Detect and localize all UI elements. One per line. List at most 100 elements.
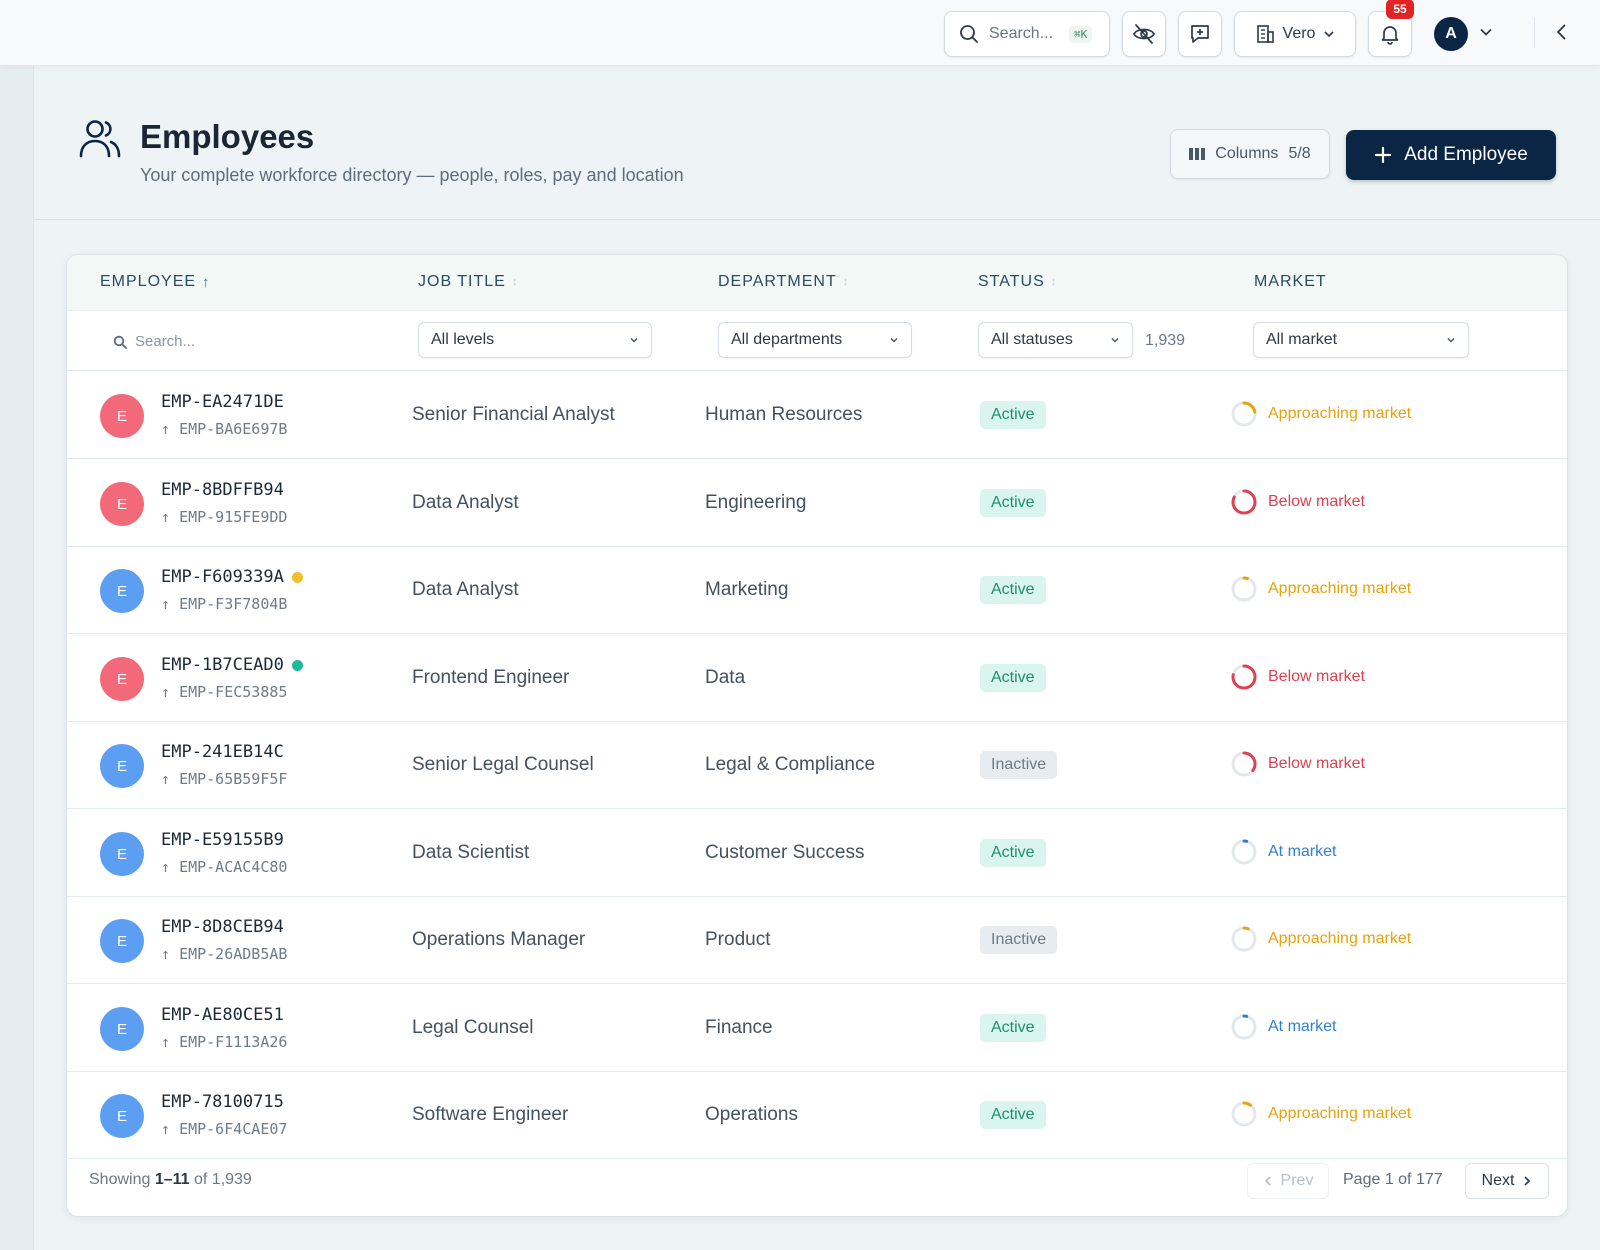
manager-id: ↑ EMP-65B59F5F <box>161 770 287 788</box>
job-title-cell: Senior Financial Analyst <box>412 404 615 425</box>
employee-id[interactable]: EMP-241EB14C <box>161 742 284 762</box>
manager-id: ↑ EMP-6F4CAE07 <box>161 1120 287 1138</box>
employee-id[interactable]: EMP-E59155B9 <box>161 830 284 850</box>
employee-id[interactable]: EMP-1B7CEAD0 <box>161 655 303 675</box>
arrow-up-icon: ↑ <box>161 508 180 526</box>
header-divider <box>34 219 1600 220</box>
column-header-status[interactable]: STATUS ↕ <box>978 273 1057 291</box>
employee-id[interactable]: EMP-F609339A <box>161 567 303 587</box>
market-label: Approaching market <box>1268 580 1412 597</box>
status-badge: Active <box>980 1014 1046 1042</box>
manager-id-text: EMP-6F4CAE07 <box>179 1120 288 1138</box>
hide-sensitive-button[interactable] <box>1122 11 1166 57</box>
employee-id-text: EMP-EA2471DE <box>161 392 284 412</box>
columns-count: 5/8 <box>1288 145 1311 162</box>
showing-prefix: Showing <box>89 1171 151 1188</box>
employee-id[interactable]: EMP-EA2471DE <box>161 392 284 412</box>
market-indicator: Below market <box>1230 663 1365 691</box>
manager-id-text: EMP-F1113A26 <box>179 1033 288 1051</box>
page-title: Employees <box>140 118 315 155</box>
department-cell: Marketing <box>705 579 789 600</box>
status-badge: Inactive <box>980 751 1058 779</box>
table-row[interactable]: E EMP-8BDFFB94 ↑ EMP-915FE9DD Data Analyst E… <box>67 460 1567 547</box>
employee-id[interactable]: EMP-AE80CE51 <box>161 1005 284 1025</box>
column-header-employee[interactable]: EMPLOYEE ↑ <box>100 273 211 291</box>
filter-row: Search... All levels All departments All… <box>67 311 1567 371</box>
employee-id[interactable]: EMP-8BDFFB94 <box>161 480 284 500</box>
chevron-down-icon <box>1111 337 1119 343</box>
manager-id-text: EMP-ACAC4C80 <box>179 858 288 876</box>
feedback-button[interactable] <box>1178 11 1222 57</box>
global-search-placeholder: Search... <box>989 25 1054 42</box>
employee-avatar: E <box>100 1094 144 1138</box>
prev-page-button[interactable]: Prev <box>1247 1163 1329 1199</box>
columns-button[interactable]: Columns 5/8 <box>1170 129 1330 179</box>
market-indicator: Below market <box>1230 750 1365 778</box>
department-filter-value: All departments <box>731 331 843 348</box>
table-row[interactable]: E EMP-F609339A ↑ EMP-F3F7804B Data Analyst M… <box>67 547 1567 634</box>
market-label: Below market <box>1268 755 1365 772</box>
org-name: Vero <box>1282 25 1316 42</box>
market-label: Below market <box>1268 668 1365 685</box>
global-search-button[interactable]: Search... ⌘K <box>944 11 1110 57</box>
page-indicator: Page 1 of 177 <box>1343 1171 1443 1188</box>
employee-id[interactable]: EMP-8D8CEB94 <box>161 917 284 937</box>
next-page-button[interactable]: Next <box>1465 1163 1549 1199</box>
employee-search-input[interactable]: Search... <box>113 333 195 350</box>
department-cell: Finance <box>705 1017 773 1038</box>
sort-icon: ↕ <box>1050 276 1058 288</box>
user-menu-chevron-icon[interactable] <box>1478 24 1494 40</box>
user-avatar[interactable]: A <box>1434 17 1468 51</box>
columns-label: Columns <box>1215 145 1279 162</box>
manager-id-text: EMP-26ADB5AB <box>179 945 288 963</box>
collapse-panel-icon[interactable] <box>1552 22 1572 42</box>
market-progress-ring-icon <box>1231 926 1257 952</box>
table-row[interactable]: E EMP-EA2471DE ↑ EMP-BA6E697B Senior Financ… <box>67 372 1567 459</box>
market-label: At market <box>1268 1018 1337 1035</box>
org-switcher[interactable]: Vero <box>1234 11 1356 57</box>
manager-id-text: EMP-915FE9DD <box>179 508 288 526</box>
market-indicator: Approaching market <box>1230 400 1411 428</box>
employee-avatar: E <box>100 832 144 876</box>
market-label: Approaching market <box>1268 1105 1412 1122</box>
prev-page-label: Prev <box>1280 1172 1314 1189</box>
market-filter-select[interactable]: All market <box>1253 322 1469 358</box>
employee-id-text: EMP-F609339A <box>161 567 284 587</box>
employee-id-text: EMP-E59155B9 <box>161 830 284 850</box>
employee-avatar: E <box>100 919 144 963</box>
status-badge: Inactive <box>980 926 1058 954</box>
add-employee-button[interactable]: Add Employee <box>1346 130 1556 180</box>
eye-off-icon <box>1133 24 1155 44</box>
department-cell: Legal & Compliance <box>705 754 876 775</box>
level-filter-value: All levels <box>431 331 495 348</box>
employees-table-card: EMPLOYEE ↑ JOB TITLE ↕ DEPARTMENT ↕ STAT… <box>66 254 1568 1217</box>
market-label: Approaching market <box>1268 405 1412 422</box>
table-row[interactable]: E EMP-241EB14C ↑ EMP-65B59F5F Senior Legal … <box>67 722 1567 809</box>
job-title-cell: Data Analyst <box>412 579 519 600</box>
manager-id-text: EMP-FEC53885 <box>179 683 288 701</box>
table-row[interactable]: E EMP-1B7CEAD0 ↑ EMP-FEC53885 Frontend Engi… <box>67 635 1567 722</box>
department-filter-select[interactable]: All departments <box>718 322 912 358</box>
manager-id: ↑ EMP-BA6E697B <box>161 420 287 438</box>
manager-id: ↑ EMP-FEC53885 <box>161 683 287 701</box>
employee-id-text: EMP-1B7CEAD0 <box>161 655 284 675</box>
level-filter-select[interactable]: All levels <box>418 322 652 358</box>
table-row[interactable]: E EMP-8D8CEB94 ↑ EMP-26ADB5AB Operations Ma… <box>67 897 1567 984</box>
employee-id-text: EMP-78100715 <box>161 1092 284 1112</box>
table-row[interactable]: E EMP-E59155B9 ↑ EMP-ACAC4C80 Data Scientis… <box>67 810 1567 897</box>
status-filter-select[interactable]: All statuses <box>978 322 1133 358</box>
employee-id-text: EMP-8BDFFB94 <box>161 480 284 500</box>
market-indicator: Below market <box>1230 488 1365 516</box>
job-title-cell: Frontend Engineer <box>412 667 570 688</box>
column-header-department[interactable]: DEPARTMENT ↕ <box>718 273 849 291</box>
department-cell: Product <box>705 929 771 950</box>
employee-id[interactable]: EMP-78100715 <box>161 1092 284 1112</box>
job-title-cell: Data Scientist <box>412 842 530 863</box>
table-header: EMPLOYEE ↑ JOB TITLE ↕ DEPARTMENT ↕ STAT… <box>67 255 1567 311</box>
column-header-job-title[interactable]: JOB TITLE ↕ <box>418 273 518 291</box>
table-row[interactable]: E EMP-78100715 ↑ EMP-6F4CAE07 Software Engi… <box>67 1072 1567 1159</box>
status-badge: Active <box>980 576 1046 604</box>
job-title-cell: Legal Counsel <box>412 1017 534 1038</box>
table-row[interactable]: E EMP-AE80CE51 ↑ EMP-F1113A26 Legal Counsel… <box>67 985 1567 1072</box>
arrow-up-icon: ↑ <box>161 420 180 438</box>
